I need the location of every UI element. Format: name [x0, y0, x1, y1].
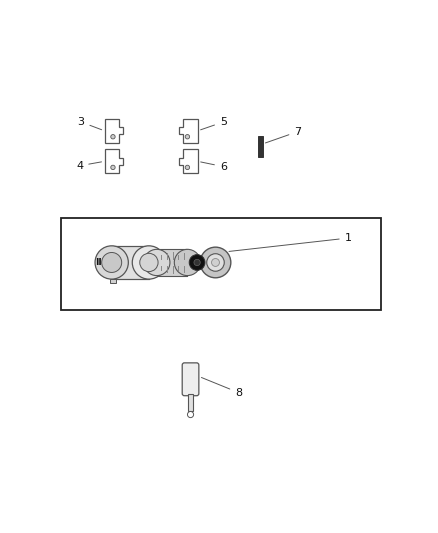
Circle shape	[144, 249, 170, 276]
Text: 5: 5	[201, 117, 227, 130]
FancyBboxPatch shape	[182, 363, 199, 395]
Bar	[112, 246, 149, 279]
Text: 6: 6	[201, 161, 227, 172]
Bar	[61, 219, 381, 310]
Circle shape	[207, 254, 224, 271]
PathPatch shape	[179, 149, 198, 173]
Circle shape	[185, 134, 190, 139]
Circle shape	[187, 411, 194, 418]
Bar	[157, 249, 187, 276]
Circle shape	[140, 253, 158, 272]
Bar	[188, 393, 193, 411]
Circle shape	[111, 165, 115, 169]
Text: 1: 1	[229, 233, 352, 252]
Circle shape	[189, 255, 205, 270]
PathPatch shape	[105, 119, 123, 143]
Circle shape	[95, 246, 128, 279]
Circle shape	[200, 247, 231, 278]
Text: 7: 7	[265, 127, 301, 143]
Text: 3: 3	[78, 117, 102, 130]
Bar	[258, 135, 263, 157]
PathPatch shape	[105, 149, 123, 173]
Bar	[110, 279, 116, 284]
Circle shape	[102, 253, 122, 272]
Circle shape	[174, 249, 201, 276]
Circle shape	[132, 246, 166, 279]
Circle shape	[185, 165, 190, 169]
Circle shape	[212, 259, 219, 266]
Text: II: II	[95, 258, 102, 267]
Circle shape	[194, 260, 200, 265]
Circle shape	[111, 134, 115, 139]
Text: 8: 8	[201, 377, 242, 398]
PathPatch shape	[179, 119, 198, 143]
Text: 4: 4	[76, 161, 102, 171]
